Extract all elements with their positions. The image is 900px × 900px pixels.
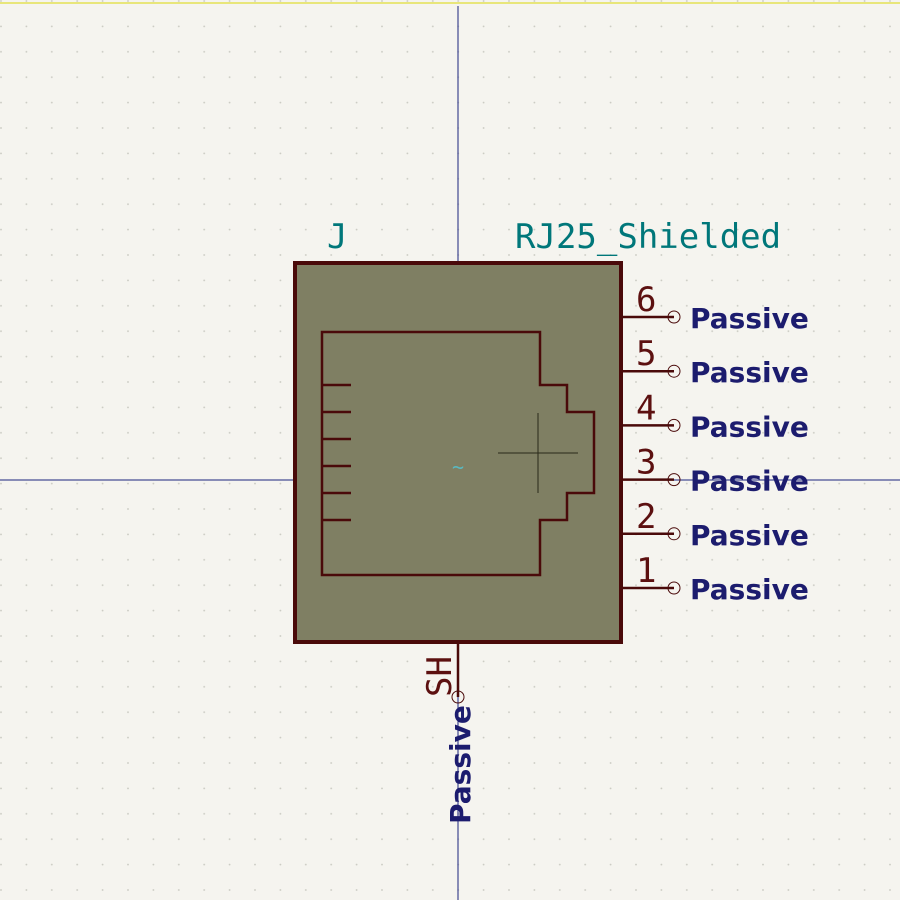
- pin-4[interactable]: 4 Passive: [621, 388, 809, 443]
- pin-3[interactable]: 3 Passive: [621, 443, 809, 498]
- jack-contacts: [322, 383, 351, 522]
- pin-end-circle[interactable]: [667, 364, 681, 378]
- pin-type: Passive: [690, 302, 809, 335]
- pin-number: 2: [636, 497, 656, 537]
- shield-pin-end-circle[interactable]: [451, 690, 465, 704]
- pin-6[interactable]: 6 Passive: [621, 280, 809, 335]
- center-marker: ~: [452, 455, 464, 479]
- pin-number: 5: [636, 334, 656, 374]
- pin-5[interactable]: 5 Passive: [621, 334, 809, 389]
- pin-end-circle[interactable]: [667, 527, 681, 541]
- connector-symbol[interactable]: ~ 6 Passive 5 Passive 4 Passive 3 Passive 2 Passi…: [293, 261, 809, 824]
- shield-pin[interactable]: SH Passive: [420, 642, 477, 824]
- shield-pin-number: SH: [420, 656, 460, 697]
- pin-type: Passive: [690, 465, 809, 498]
- pin-type: Passive: [690, 356, 809, 389]
- pin-number: 6: [636, 280, 656, 320]
- jack-outline: [320, 330, 596, 577]
- pin-end-circle[interactable]: [667, 473, 681, 487]
- pin-end-circle[interactable]: [667, 418, 681, 432]
- pin-number: 3: [636, 443, 656, 483]
- pin-1[interactable]: 1 Passive: [621, 551, 809, 606]
- pin-type: Passive: [690, 573, 809, 606]
- pin-2[interactable]: 2 Passive: [621, 497, 809, 552]
- pin-number: 4: [636, 388, 656, 428]
- pin-type: Passive: [690, 410, 809, 443]
- pin-end-circle[interactable]: [667, 581, 681, 595]
- anchor-cross: [498, 413, 578, 493]
- pin-type: Passive: [690, 519, 809, 552]
- pin-number: 1: [636, 551, 656, 591]
- reference-designator[interactable]: J: [327, 217, 347, 257]
- shield-pin-type: Passive: [444, 705, 477, 824]
- pin-end-circle[interactable]: [667, 310, 681, 324]
- pin-layer: 6 Passive 5 Passive 4 Passive 3 Passive 2 Passive…: [621, 280, 809, 606]
- value-field[interactable]: RJ25_Shielded: [515, 217, 781, 257]
